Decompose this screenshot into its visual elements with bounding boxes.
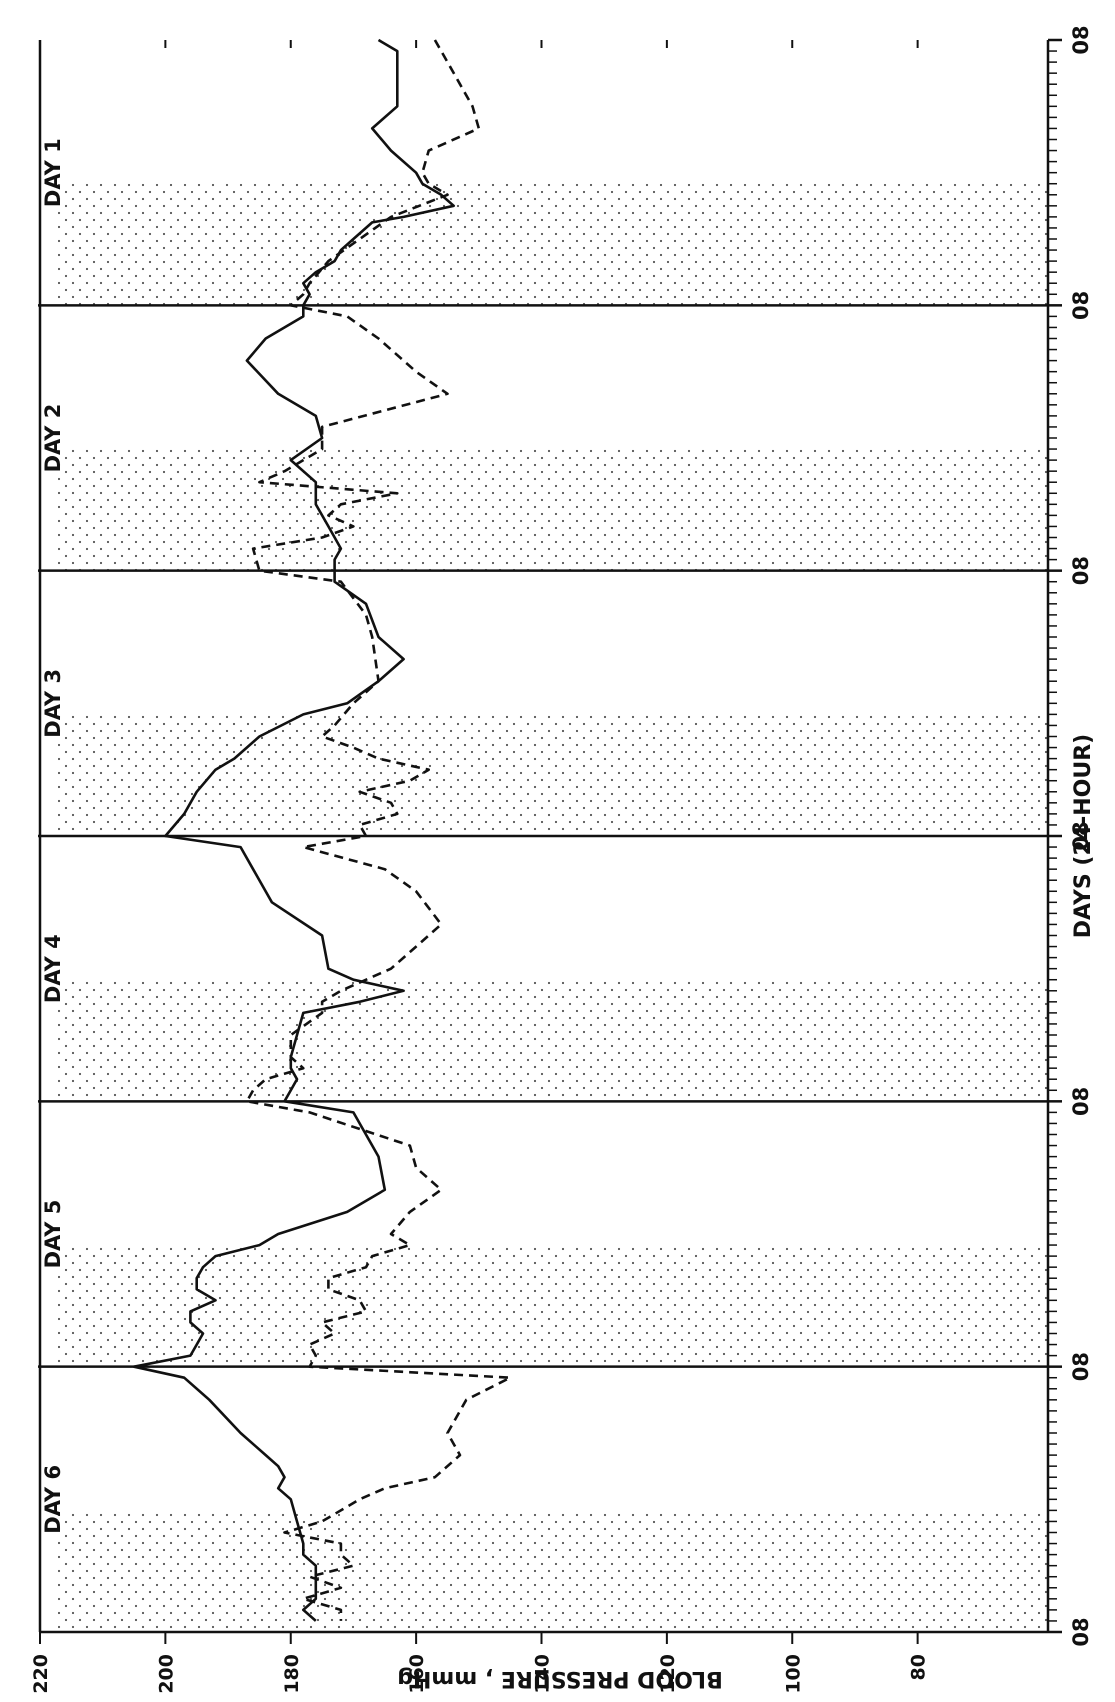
y-axis-title: BLOOD PRESSURE , mmHg [397,1666,723,1691]
night-shading-band [58,714,1048,836]
time-tick-label: 08 [1069,1352,1093,1381]
bp-tick-label: 160 [406,1654,428,1694]
series-line-dashed [245,39,512,1621]
bp-tick-label: 100 [782,1654,804,1694]
bp-tick-label: 220 [30,1654,52,1694]
day-label: DAY 3 [41,669,65,738]
time-tick-label: 08 [1069,291,1093,320]
bp-tick-label: 80 [908,1654,930,1680]
day-label: DAY 4 [41,934,65,1003]
night-shading-band [58,1245,1048,1367]
bp-tick-label: 180 [281,1654,303,1694]
bp-tick-label: 140 [532,1654,554,1694]
night-shading-band [58,1510,1048,1632]
time-tick-label: 08 [1069,556,1093,585]
time-tick-label: 08 [1069,25,1093,54]
time-tick-label: 08 [1069,1087,1093,1116]
day-label: DAY 1 [41,138,65,207]
day-label: DAY 5 [41,1200,65,1269]
day-label: DAY 6 [41,1465,65,1534]
night-shading-band [58,449,1048,571]
day-label: DAY 2 [41,404,65,473]
night-shading-band [58,979,1048,1102]
bp-tick-label: 200 [155,1654,177,1694]
time-tick-label: 08 [1069,821,1093,850]
x-axis-title: DAYS (24-HOUR) [1071,734,1096,938]
series-line-solid [132,38,455,1622]
night-shading-band [58,183,1048,306]
time-tick-label: 08 [1069,1617,1093,1646]
bp-tick-label: 120 [657,1654,679,1694]
